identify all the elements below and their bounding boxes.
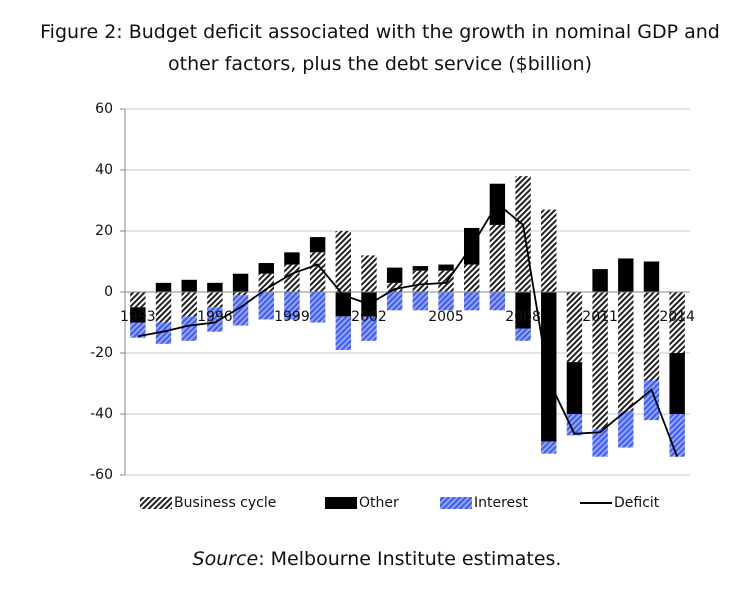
bar-segment [258,263,274,274]
bar-segment [618,292,634,411]
bar-segment [181,292,197,317]
bar-segment [232,292,249,296]
bar-segment [155,292,172,323]
bar-segment [541,292,557,442]
bar-segment [181,316,197,341]
x-tick-label: 2005 [428,309,464,325]
bar-segment [643,380,660,421]
bar-segment [258,292,274,320]
bar-segment [489,224,506,292]
bar-segment [412,292,429,311]
x-tick-label: 2008 [505,309,541,325]
y-tick-label: 20 [95,223,113,239]
bar-segment [309,292,326,323]
bar-segment [515,176,531,292]
source-note: Source: Melbourne Institute estimates. [0,548,754,570]
bar-segment [618,258,634,292]
bar-segment [309,237,326,253]
source-text: : Melbourne Institute estimates. [258,548,562,570]
legend-swatch [325,497,357,509]
bar-segment [669,353,685,414]
y-tick-label: 60 [95,101,113,117]
bar-segment [386,267,403,283]
x-tick-label: 2002 [351,309,387,325]
bar-segment [515,328,531,341]
legend-label: Business cycle [174,495,276,511]
bar-segment [130,292,146,308]
x-tick-label: 1999 [274,309,310,325]
bar-segment [335,316,351,350]
chart-title: Figure 2: Budget deficit associated with… [40,21,720,75]
x-tick-label: 1993 [120,309,156,325]
bar-segment [207,292,223,308]
bar-segment [232,295,249,326]
bar-segment [464,292,480,311]
bar-segment [541,209,557,292]
bar-segment [361,255,377,292]
bar-segment [130,322,146,338]
bar-segment [207,282,223,292]
bar-segment [284,252,300,265]
bar-segment [412,266,429,271]
bar-segment [669,292,685,353]
bar-segment [284,292,300,320]
bar-segment [207,307,223,332]
legend-label: Other [359,495,399,511]
bar-segment [309,252,326,292]
bar-segment [335,292,351,317]
bar-segment [155,282,172,292]
bar-segment [618,410,634,448]
bar-segment [566,292,583,363]
y-tick-label: 0 [104,284,113,300]
legend-swatch [140,497,172,509]
bar-segment [643,261,660,292]
x-tick-label: 2014 [659,309,695,325]
source-label: Source [192,548,259,570]
y-tick-label: -60 [90,467,113,483]
bar-segment [335,231,351,292]
bar-segment [592,429,608,457]
bar-segment [438,264,454,271]
bar-segment [386,282,403,292]
bar-segment [284,264,300,292]
bar-segment [515,292,531,329]
bar-segment [669,414,685,457]
y-tick-label: -20 [90,345,113,361]
deficit-line [137,202,678,458]
bar-segment [464,264,480,292]
bar-segment [643,292,660,381]
x-tick-label: 2011 [582,309,618,325]
bar-segment [489,292,506,311]
bar-segment [232,273,249,292]
y-tick-label: -40 [90,406,113,422]
bar-segment [130,307,146,323]
bar-segment [438,292,454,311]
legend-label: Interest [474,495,528,511]
legend-label: Deficit [614,495,660,511]
bar-segment [592,292,608,430]
bar-segment [412,270,429,292]
y-tick-label: 40 [95,162,113,178]
bar-segment [155,322,172,344]
bar-segment [181,279,197,292]
bar-segment [361,316,377,341]
bar-segment [541,441,557,454]
x-tick-label: 1996 [197,309,233,325]
bar-segment [566,414,583,436]
bar-segment [566,362,583,414]
bar-segment [592,269,608,292]
bar-segment [386,292,403,311]
legend-swatch [440,497,472,509]
